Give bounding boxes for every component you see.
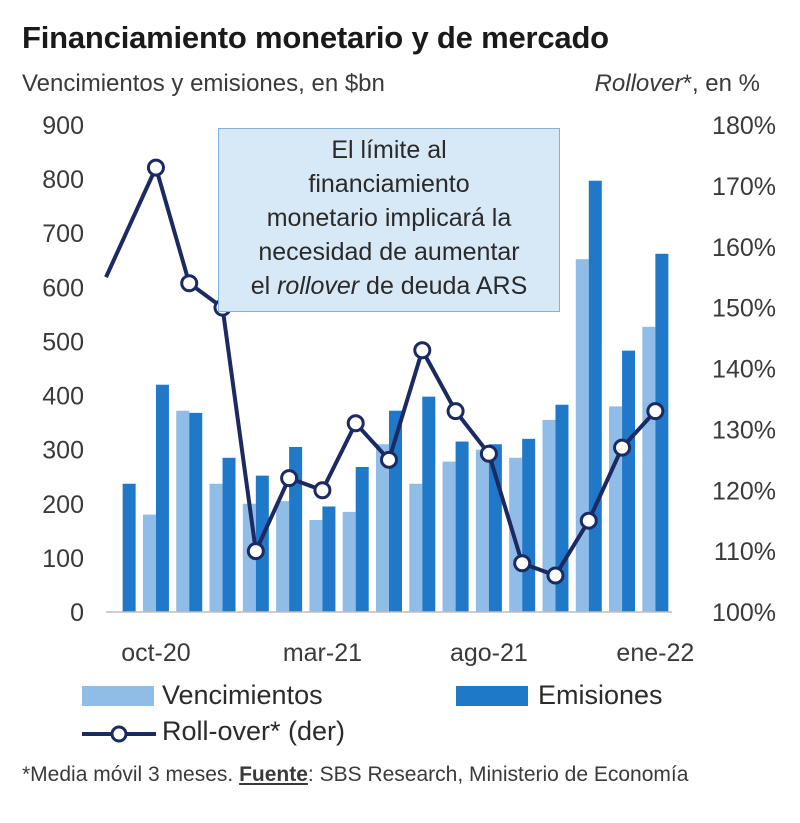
annotation-line: monetario implicará la <box>266 204 512 232</box>
bar-emisiones <box>455 441 469 612</box>
y-right-tick-label: 180% <box>712 112 776 140</box>
footnote-source-label: Fuente <box>239 763 308 786</box>
rollover-point <box>180 274 199 293</box>
bar-vencimientos <box>309 520 323 612</box>
annotation-line: el rollover de deuda ARS <box>219 269 559 303</box>
bar-vencimientos <box>609 406 623 612</box>
bar-emisiones <box>355 466 369 612</box>
x-tick-label: oct-20 <box>121 639 190 667</box>
y-right-tick-label: 110% <box>714 538 776 566</box>
y-right-tick-label: 100% <box>712 599 776 627</box>
rollover-point <box>346 414 365 433</box>
bar-vencimientos <box>575 259 589 612</box>
chart-title: Financiamiento monetario y de mercado <box>22 20 609 55</box>
y-right-tick-label: 130% <box>712 416 776 444</box>
y-left-tick-label: 800 <box>42 166 84 194</box>
bar-vencimientos <box>376 444 389 612</box>
bar-emisiones <box>522 438 536 612</box>
footnote: *Media móvil 3 meses. Fuente: SBS Resear… <box>22 760 762 790</box>
rollover-point <box>479 444 498 463</box>
bar-emisiones <box>155 384 169 612</box>
footnote-text: *Media móvil 3 meses. <box>22 763 240 786</box>
legend-label-rollover: Roll-over* (der) <box>162 716 346 746</box>
right-axis-title: Rollover*, en % <box>595 70 760 98</box>
bar-emisiones <box>655 253 669 613</box>
y-right-tick-label: 140% <box>712 356 776 384</box>
bar-vencimientos <box>176 410 190 612</box>
rollover-point <box>513 554 532 573</box>
annotation-line: necesidad de aumentar <box>258 238 520 266</box>
bar-vencimientos <box>142 514 156 612</box>
y-right-tick-label: 160% <box>712 234 776 262</box>
rollover-point <box>446 402 465 421</box>
right-axis-title-rest: *, en % <box>682 70 760 97</box>
bar-vencimientos <box>409 483 423 612</box>
y-right-tick-label: 120% <box>712 477 776 505</box>
bar-emisiones <box>622 350 636 612</box>
x-tick-label: mar-21 <box>283 639 362 667</box>
bar-vencimientos <box>209 483 223 612</box>
bar-emisiones <box>122 483 136 612</box>
bar-emisiones <box>588 180 602 613</box>
annotation-text: el <box>250 272 278 300</box>
y-left-tick-label: 600 <box>42 274 84 302</box>
rollover-point <box>146 158 165 177</box>
left-axis-title: Vencimientos y emisiones, en $bn <box>22 70 385 97</box>
y-left-tick-label: 300 <box>42 437 84 465</box>
bar-vencimientos <box>276 501 290 612</box>
legend-label-vencimientos: Vencimientos <box>162 680 323 710</box>
y-left-tick-label: 900 <box>42 112 84 140</box>
rollover-point <box>246 542 265 561</box>
footnote-text: : SBS Research, Ministerio de Economía <box>307 763 689 786</box>
bar-vencimientos <box>642 326 656 612</box>
bar-emisiones <box>322 506 336 612</box>
axes-group: 0 100 200 300 400 500 600 700 800 900 100% 110% 120%… <box>42 112 776 667</box>
annotation-line: financiamiento <box>308 170 470 198</box>
rollover-point <box>280 469 299 488</box>
legend-swatch-emisiones <box>456 686 528 706</box>
rollover-point <box>313 481 332 500</box>
annotation-text: de deuda ARS <box>359 272 528 300</box>
bar-emisiones <box>189 412 203 612</box>
bar-emisiones <box>289 446 303 612</box>
annotation-line: El límite al <box>331 136 447 164</box>
rollover-point <box>579 511 598 530</box>
bars-group <box>122 180 669 613</box>
y-left-tick-label: 500 <box>42 328 84 356</box>
legend-swatch-rollover <box>82 725 156 743</box>
x-tick-label: ago-21 <box>450 639 528 667</box>
rollover-point <box>413 341 432 360</box>
legend-label-emisiones: Emisiones <box>538 680 663 710</box>
bar-vencimientos <box>442 461 456 612</box>
right-axis-title-italic: Rollover <box>594 70 683 97</box>
bar-vencimientos <box>509 457 523 612</box>
legend-swatch-vencimientos <box>82 686 154 706</box>
y-left-tick-label: 100 <box>42 545 84 573</box>
y-right-tick-label: 150% <box>712 295 776 323</box>
rollover-point <box>613 438 632 457</box>
y-left-tick-label: 700 <box>42 220 84 248</box>
y-left-tick-label: 400 <box>42 383 84 411</box>
bar-vencimientos <box>475 449 489 612</box>
y-left-tick-label: 0 <box>70 599 84 627</box>
rollover-point <box>380 450 398 469</box>
rollover-point <box>646 402 665 421</box>
rollover-point <box>546 566 565 585</box>
annotation-italic: rollover <box>277 272 360 300</box>
bar-vencimientos <box>342 511 356 612</box>
y-left-tick-label: 200 <box>42 491 84 519</box>
annotation-box: El límite al financiamiento monetario im… <box>218 128 560 312</box>
bar-vencimientos <box>542 419 556 612</box>
bar-emisiones <box>255 475 269 612</box>
y-right-tick-label: 170% <box>712 173 776 201</box>
bar-emisiones <box>222 457 236 612</box>
bar-emisiones <box>422 396 436 612</box>
x-tick-label: ene-22 <box>616 639 694 667</box>
